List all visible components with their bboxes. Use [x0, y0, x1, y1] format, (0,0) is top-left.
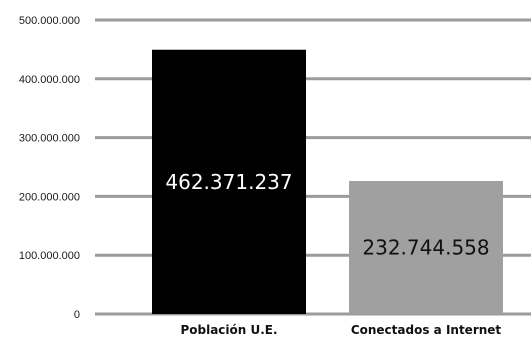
y-tick-label: 100.000.000	[19, 250, 80, 262]
y-tick-label: 0	[74, 309, 80, 321]
y-tick-label: 500.000.000	[19, 15, 80, 27]
bars	[152, 49, 503, 315]
data-label: 462.371.237	[165, 170, 292, 194]
category-label: Conectados a Internet	[351, 323, 502, 337]
x-axis-category-labels: Población U.E. Conectados a Internet	[180, 323, 501, 337]
y-tick-label: 400.000.000	[19, 74, 80, 86]
data-label: 232.744.558	[362, 235, 489, 259]
y-tick-label: 300.000.000	[19, 133, 80, 145]
y-axis-tick-labels: 0 100.000.000 200.000.000 300.000.000 400.00…	[19, 15, 80, 321]
data-labels: 462.371.237 232.744.558	[165, 170, 489, 260]
category-label: Población U.E.	[180, 323, 277, 337]
y-tick-label: 200.000.000	[19, 191, 80, 203]
bar	[152, 49, 306, 315]
bar	[349, 180, 503, 314]
